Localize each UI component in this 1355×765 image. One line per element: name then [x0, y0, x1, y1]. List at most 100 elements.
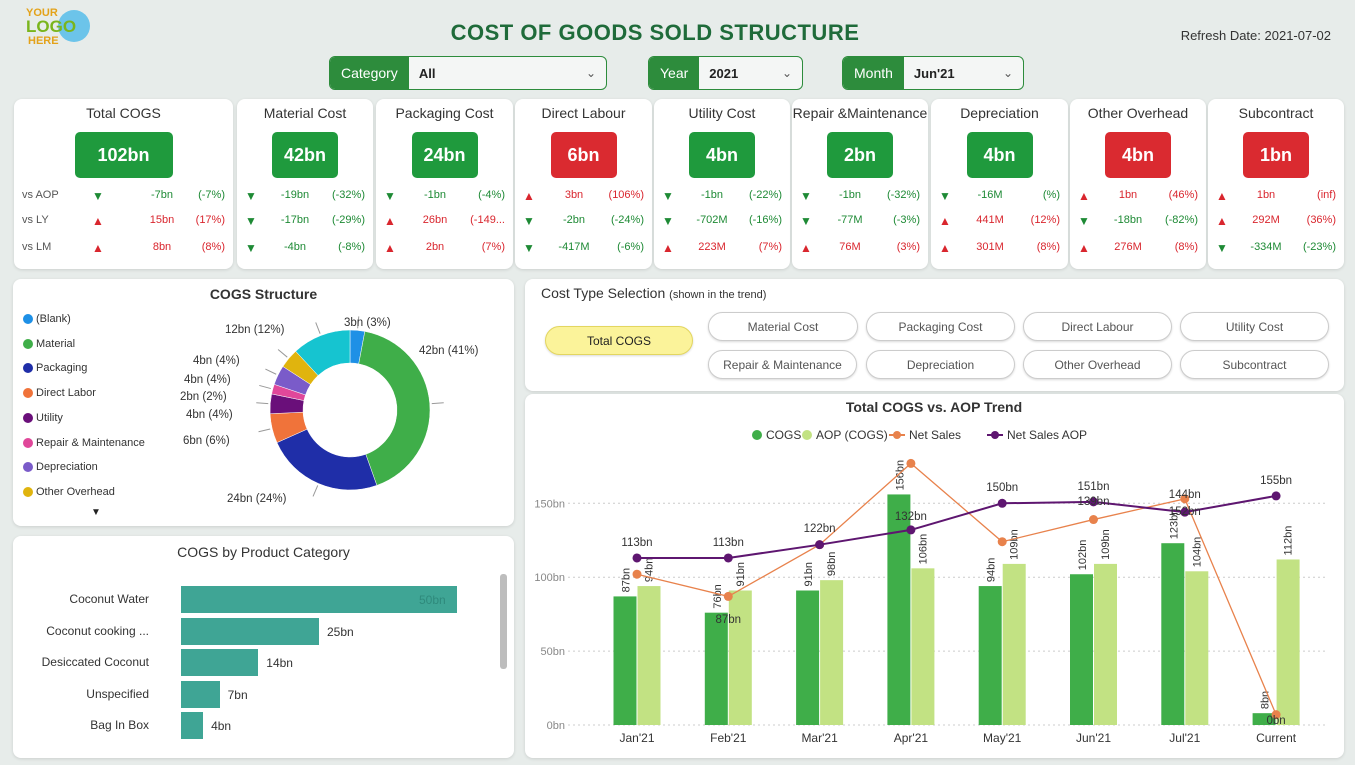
net-sales-aop-point[interactable]: [723, 553, 733, 563]
net-sales-point[interactable]: [1180, 494, 1190, 504]
pill-repair-maintenance[interactable]: Repair & Maintenance: [708, 350, 857, 379]
year-filter[interactable]: Year 2021 ⌄: [648, 56, 803, 90]
bar-aop[interactable]: [1185, 571, 1209, 725]
legend-label: Material: [36, 337, 76, 350]
legend-item[interactable]: Other Overhead: [23, 486, 115, 498]
donut-slice[interactable]: [276, 428, 378, 491]
kpi-title[interactable]: Packaging Cost: [395, 105, 494, 121]
leader-line: [431, 402, 444, 405]
x-tick-label: Jul'21: [1169, 731, 1200, 745]
net-sales-aop-point[interactable]: [1271, 491, 1281, 501]
kpi-title[interactable]: Utility Cost: [688, 105, 756, 121]
legend-label[interactable]: AOP (COGS): [816, 428, 888, 442]
leader-line: [315, 322, 321, 334]
kpi-card-6: Depreciation 4bn ▼ -16M (%) ▲ 441M (12%) ▲ 301M (8…: [931, 99, 1068, 269]
scrollbar[interactable]: [500, 574, 507, 669]
kpi-title[interactable]: Depreciation: [960, 105, 1039, 121]
bar-cogs[interactable]: [1070, 574, 1093, 725]
legend-item[interactable]: Repair & Maintenance: [23, 437, 145, 449]
net-sales-aop-point[interactable]: [997, 498, 1007, 508]
net-sales-aop-point[interactable]: [1180, 507, 1190, 517]
legend-item[interactable]: Direct Labor: [23, 387, 96, 399]
net-sales-aop-line[interactable]: [637, 494, 1277, 559]
kpi-title[interactable]: Material Cost: [263, 105, 347, 121]
bar-cogs[interactable]: [978, 586, 1002, 725]
chevron-down-icon[interactable]: ⌄: [586, 66, 597, 80]
kpi-row-percent: (46%): [1168, 189, 1198, 201]
pill-depreciation[interactable]: Depreciation: [866, 350, 1015, 379]
bar-aop[interactable]: [1094, 563, 1117, 725]
triangle-down-icon: ▼: [1078, 214, 1090, 228]
pill-subcontract[interactable]: Subcontract: [1180, 350, 1329, 379]
pill-other-overhead[interactable]: Other Overhead: [1023, 350, 1172, 379]
kpi-title[interactable]: Total COGS: [86, 105, 161, 121]
kpi-row: vs LY ▲ 15bn (17%): [14, 214, 233, 230]
caret-down-icon[interactable]: ▼: [91, 507, 101, 518]
net-sales-point[interactable]: [906, 458, 916, 468]
net-sales-aop-point[interactable]: [1089, 497, 1098, 507]
legend-label[interactable]: Net Sales AOP: [1007, 428, 1087, 442]
bar-aop[interactable]: [911, 568, 935, 725]
net-sales-aop-point[interactable]: [906, 525, 916, 535]
net-sales-aop-label: 150bn: [986, 482, 1018, 494]
bar-cogs[interactable]: [1161, 543, 1185, 725]
net-sales-point[interactable]: [997, 537, 1007, 547]
product-bar[interactable]: [181, 617, 319, 645]
pill-packaging-cost[interactable]: Packaging Cost: [866, 312, 1015, 341]
pill-total-cogs[interactable]: Total COGS: [545, 326, 693, 355]
product-bar[interactable]: [181, 649, 259, 676]
bar-cogs[interactable]: [704, 612, 728, 725]
bar-aop[interactable]: [1002, 563, 1026, 725]
leader-line: [357, 316, 360, 329]
legend-item[interactable]: Packaging: [23, 362, 87, 374]
net-sales-point[interactable]: [1089, 515, 1098, 525]
product-bar[interactable]: [181, 712, 204, 739]
bar-aop[interactable]: [728, 590, 752, 725]
month-filter[interactable]: Month Jun'21 ⌄: [842, 56, 1024, 90]
legend-item[interactable]: Material: [23, 338, 75, 350]
legend-item[interactable]: Utility: [23, 412, 63, 424]
kpi-row-value: 441M: [976, 214, 1004, 226]
triangle-down-icon: ▼: [800, 214, 812, 228]
bar-cogs[interactable]: [796, 590, 820, 725]
x-tick-label: Current: [1256, 731, 1297, 745]
bar-cogs[interactable]: [1252, 713, 1276, 725]
legend-item[interactable]: Depreciation: [23, 461, 98, 473]
kpi-title[interactable]: Other Overhead: [1087, 105, 1189, 121]
chevron-down-icon[interactable]: ⌄: [1003, 66, 1014, 80]
bar-aop[interactable]: [1276, 559, 1300, 725]
legend-label[interactable]: Net Sales: [909, 428, 961, 442]
bar-cogs[interactable]: [613, 596, 637, 725]
bar-cogs[interactable]: [887, 494, 911, 725]
kpi-title[interactable]: Repair &Maintenance: [792, 105, 928, 121]
net-sales-point[interactable]: [723, 591, 733, 601]
kpi-title[interactable]: Direct Labour: [541, 105, 626, 121]
pill-direct-labour[interactable]: Direct Labour: [1023, 312, 1172, 341]
bar-aop[interactable]: [637, 586, 661, 725]
bar-aop[interactable]: [820, 580, 844, 725]
legend-label[interactable]: COGS: [766, 428, 801, 442]
legend-item[interactable]: (Blank): [23, 313, 71, 325]
product-bar[interactable]: [181, 680, 220, 708]
net-sales-aop-point[interactable]: [815, 540, 825, 550]
net-sales-line[interactable]: [636, 462, 1277, 715]
leader-line: [277, 349, 288, 358]
donut-slice[interactable]: [295, 329, 351, 376]
donut-slice-label: 4bn (4%): [193, 355, 240, 367]
pill-material-cost[interactable]: Material Cost: [708, 312, 858, 341]
trend-panel: Total COGS vs. AOP Trend COGS AOP (COGS) Ne…: [525, 394, 1344, 758]
chevron-down-icon[interactable]: ⌄: [782, 66, 793, 80]
kpi-value-badge: 4bn: [1105, 132, 1171, 178]
donut-slice[interactable]: [358, 331, 431, 486]
category-filter[interactable]: Category All ⌄: [329, 56, 607, 90]
kpi-value-badge: 42bn: [272, 132, 338, 178]
pill-utility-cost[interactable]: Utility Cost: [1180, 312, 1329, 341]
aop-data-label: 98bn: [826, 552, 838, 576]
net-sales-point[interactable]: [1271, 710, 1281, 720]
donut-slice-label: 42bn (41%): [419, 345, 479, 357]
net-sales-aop-point[interactable]: [632, 553, 642, 563]
net-sales-point[interactable]: [632, 569, 642, 579]
kpi-title[interactable]: Subcontract: [1238, 105, 1314, 121]
legend-label: Utility: [36, 411, 63, 424]
product-bar[interactable]: [181, 586, 457, 613]
